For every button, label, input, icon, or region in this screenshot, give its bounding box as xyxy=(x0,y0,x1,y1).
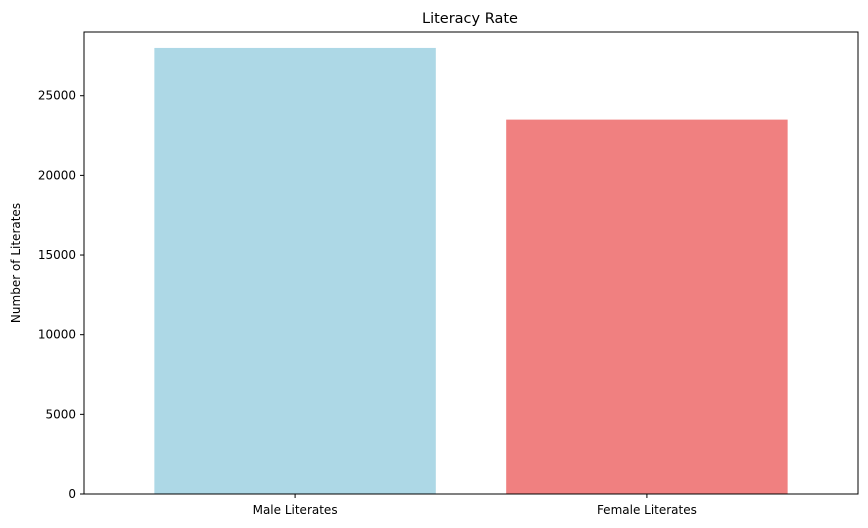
x-tick-label: Female Literates xyxy=(597,503,697,517)
y-axis-label: Number of Literates xyxy=(9,203,23,323)
plot-frame xyxy=(83,31,859,495)
y-tick-label: 20000 xyxy=(38,168,76,182)
y-tick-label: 25000 xyxy=(38,89,76,103)
bar-female-literates xyxy=(506,119,788,494)
y-tick-label: 10000 xyxy=(38,328,76,342)
y-tick-label: 0 xyxy=(68,487,76,501)
y-tick-label: 15000 xyxy=(38,248,76,262)
y-axis: 0 5000 10000 15000 20000 25000 xyxy=(38,89,84,501)
chart-title: Literacy Rate xyxy=(422,11,518,27)
bars-group xyxy=(154,47,788,495)
bar-male-literates xyxy=(154,47,436,495)
y-tick-label: 5000 xyxy=(45,407,76,421)
x-axis: Male Literates Female Literates xyxy=(253,494,697,517)
x-tick-label: Male Literates xyxy=(253,503,338,517)
